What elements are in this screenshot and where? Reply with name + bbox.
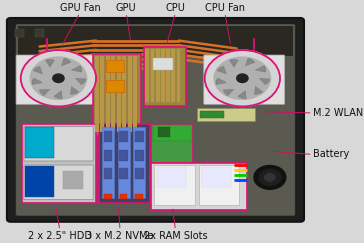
Bar bbox=[145, 49, 149, 102]
Bar bbox=[135, 168, 143, 179]
Bar bbox=[151, 49, 154, 102]
Wedge shape bbox=[238, 91, 246, 99]
Text: 2x RAM Slots: 2x RAM Slots bbox=[144, 231, 207, 241]
Bar bbox=[100, 56, 104, 132]
Bar bbox=[177, 49, 181, 102]
Wedge shape bbox=[71, 66, 82, 72]
FancyBboxPatch shape bbox=[204, 55, 285, 104]
Bar bbox=[104, 194, 112, 199]
Bar bbox=[63, 171, 83, 189]
Wedge shape bbox=[32, 78, 43, 85]
Circle shape bbox=[30, 57, 87, 99]
FancyBboxPatch shape bbox=[99, 124, 150, 203]
FancyBboxPatch shape bbox=[7, 18, 304, 222]
Bar bbox=[135, 194, 143, 199]
Text: 3 x M.2 NVMe: 3 x M.2 NVMe bbox=[86, 231, 154, 241]
Bar bbox=[120, 194, 127, 199]
Circle shape bbox=[205, 50, 280, 106]
Bar bbox=[156, 49, 159, 102]
Wedge shape bbox=[33, 66, 43, 74]
Wedge shape bbox=[62, 58, 71, 66]
Circle shape bbox=[254, 165, 286, 189]
Text: GPU: GPU bbox=[116, 3, 136, 13]
Bar bbox=[161, 49, 165, 102]
FancyBboxPatch shape bbox=[24, 165, 93, 200]
FancyBboxPatch shape bbox=[16, 55, 101, 104]
Text: GPU Fan: GPU Fan bbox=[60, 3, 100, 13]
Wedge shape bbox=[245, 58, 255, 66]
Bar bbox=[106, 56, 110, 132]
Bar bbox=[197, 108, 256, 121]
Circle shape bbox=[214, 57, 270, 99]
Bar bbox=[199, 165, 240, 205]
Wedge shape bbox=[259, 78, 270, 85]
Bar bbox=[158, 127, 170, 137]
Bar bbox=[153, 125, 192, 141]
Bar bbox=[166, 49, 170, 102]
Bar bbox=[157, 167, 186, 187]
Wedge shape bbox=[254, 87, 263, 94]
FancyBboxPatch shape bbox=[151, 164, 247, 210]
Text: CPU Fan: CPU Fan bbox=[205, 3, 245, 13]
Circle shape bbox=[53, 74, 64, 82]
FancyBboxPatch shape bbox=[93, 54, 141, 136]
FancyBboxPatch shape bbox=[22, 124, 96, 203]
Bar bbox=[135, 150, 143, 161]
Text: Battery: Battery bbox=[313, 149, 349, 159]
Bar bbox=[171, 49, 175, 102]
FancyBboxPatch shape bbox=[144, 46, 186, 106]
Bar bbox=[104, 131, 112, 142]
Bar bbox=[202, 167, 231, 187]
Bar bbox=[119, 168, 128, 179]
Bar bbox=[106, 61, 124, 72]
Wedge shape bbox=[229, 59, 238, 67]
Bar bbox=[104, 168, 112, 179]
Bar bbox=[122, 56, 126, 132]
Bar bbox=[133, 127, 145, 198]
Bar bbox=[153, 58, 173, 70]
Bar bbox=[119, 150, 128, 161]
Wedge shape bbox=[255, 66, 266, 72]
FancyBboxPatch shape bbox=[24, 126, 93, 161]
Text: 2 x 2.5" HDD: 2 x 2.5" HDD bbox=[28, 231, 92, 241]
Bar bbox=[35, 29, 44, 37]
Wedge shape bbox=[39, 89, 50, 96]
Bar bbox=[95, 56, 99, 132]
Circle shape bbox=[237, 74, 248, 82]
Wedge shape bbox=[217, 66, 226, 74]
Bar bbox=[111, 56, 115, 132]
Bar bbox=[135, 131, 143, 142]
Bar bbox=[25, 166, 54, 197]
Text: CPU: CPU bbox=[166, 3, 185, 13]
Bar bbox=[200, 111, 223, 118]
Wedge shape bbox=[75, 78, 86, 85]
Text: M.2 WLAN: M.2 WLAN bbox=[313, 108, 363, 118]
Circle shape bbox=[265, 174, 275, 181]
Bar bbox=[25, 127, 54, 158]
Bar bbox=[15, 29, 24, 37]
Wedge shape bbox=[54, 91, 62, 99]
FancyBboxPatch shape bbox=[16, 24, 295, 216]
Wedge shape bbox=[216, 78, 226, 85]
Wedge shape bbox=[223, 89, 234, 96]
Bar bbox=[154, 165, 195, 205]
Wedge shape bbox=[46, 59, 54, 67]
Bar bbox=[104, 150, 112, 161]
Bar bbox=[18, 26, 293, 56]
Bar bbox=[102, 127, 114, 198]
Circle shape bbox=[21, 50, 96, 106]
Bar bbox=[106, 80, 124, 92]
Bar bbox=[118, 127, 130, 198]
Bar bbox=[119, 131, 128, 142]
Wedge shape bbox=[71, 87, 79, 94]
Bar bbox=[133, 56, 137, 132]
Bar bbox=[128, 56, 132, 132]
Circle shape bbox=[259, 169, 281, 186]
FancyBboxPatch shape bbox=[151, 124, 193, 163]
Bar bbox=[116, 56, 121, 132]
